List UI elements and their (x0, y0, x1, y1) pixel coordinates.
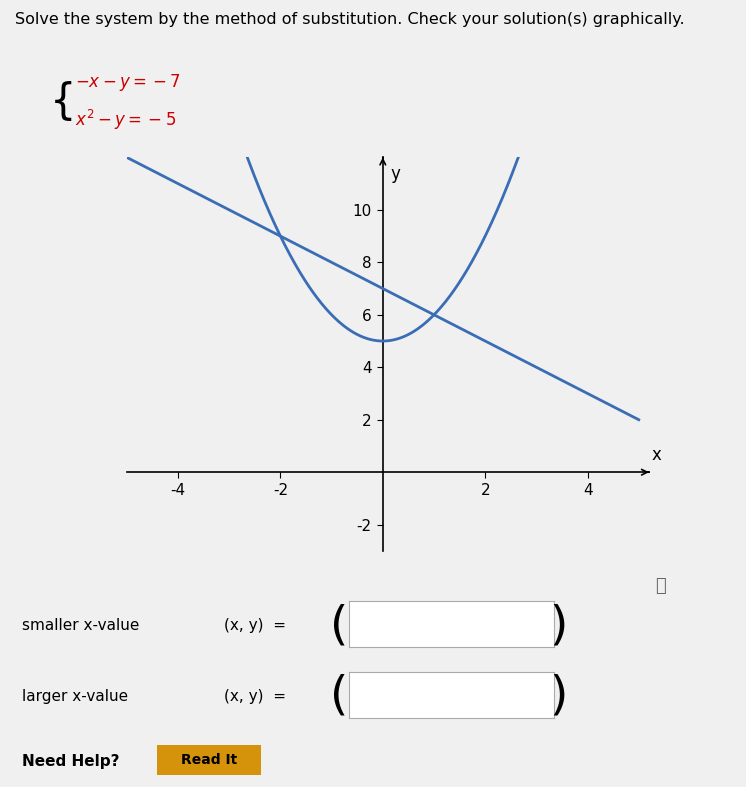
Text: x: x (651, 446, 662, 464)
Text: Need Help?: Need Help? (22, 753, 120, 769)
Text: larger x-value: larger x-value (22, 689, 128, 704)
Text: (x, y)  =: (x, y) = (224, 689, 286, 704)
Text: Read It: Read It (181, 753, 237, 767)
Text: ): ) (549, 674, 567, 719)
Text: y: y (390, 165, 401, 183)
Text: ): ) (549, 603, 567, 648)
Text: (: ( (330, 674, 348, 719)
Text: Solve the system by the method of substitution. Check your solution(s) graphical: Solve the system by the method of substi… (15, 12, 685, 27)
Text: {: { (50, 80, 77, 123)
Text: (x, y)  =: (x, y) = (224, 618, 286, 634)
Text: $x^2 - y = -5$: $x^2 - y = -5$ (75, 109, 176, 132)
Text: $-x - y = -7$: $-x - y = -7$ (75, 72, 181, 93)
Text: ⓘ: ⓘ (655, 578, 665, 595)
Text: smaller x-value: smaller x-value (22, 618, 140, 634)
Text: (: ( (330, 603, 348, 648)
